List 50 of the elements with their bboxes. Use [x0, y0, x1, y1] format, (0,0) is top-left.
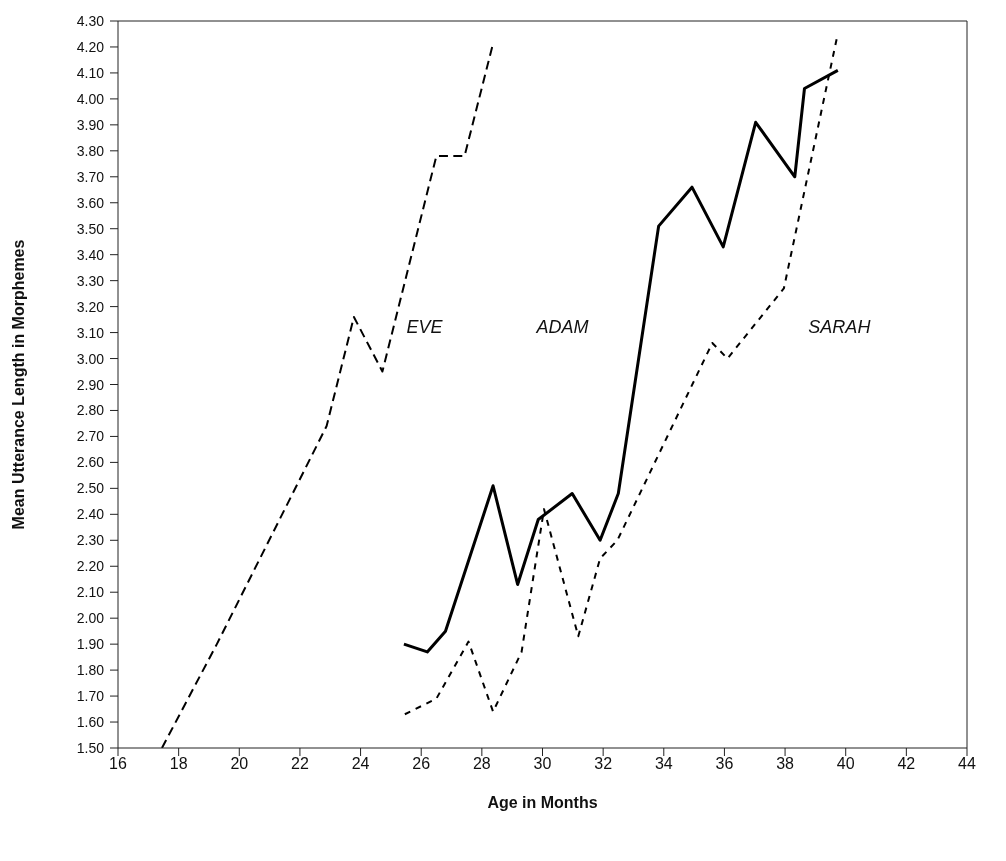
x-tick-label: 42	[897, 755, 916, 773]
x-tick-label: 22	[291, 755, 309, 773]
y-tick-label: 1.70	[76, 688, 105, 705]
y-tick-label: 3.10	[76, 324, 105, 341]
y-axis-title: Mean Utterance Length in Morphemes	[9, 239, 27, 530]
y-tick-label: 3.90	[76, 116, 105, 133]
y-tick-label: 3.20	[76, 298, 105, 315]
x-tick-label: 24	[351, 755, 370, 773]
y-tick-label: 2.80	[76, 402, 105, 419]
y-tick-label: 3.70	[76, 168, 105, 185]
x-tick-label: 16	[109, 755, 127, 773]
x-tick-label: 40	[836, 755, 855, 773]
x-tick-label: 38	[776, 755, 795, 773]
x-tick-label: 26	[412, 755, 431, 773]
x-tick-label: 20	[230, 755, 249, 773]
y-tick-label: 4.20	[76, 38, 105, 55]
line-series	[160, 45, 494, 748]
x-tick-label: 44	[958, 755, 976, 773]
y-tick-label: 3.40	[76, 246, 105, 263]
y-tick-label: 3.30	[76, 272, 105, 289]
x-axis-title: Age in Months	[487, 794, 598, 811]
y-tick-label: 2.10	[76, 584, 105, 601]
y-tick-label: 2.40	[76, 506, 105, 523]
y-tick-label: 2.20	[76, 558, 105, 575]
y-tick-label: 3.60	[76, 194, 105, 211]
y-tick-label: 4.10	[76, 64, 105, 81]
y-tick-label: 1.50	[76, 740, 105, 756]
text: ADAM	[535, 316, 589, 337]
y-tick-label: 2.30	[76, 532, 105, 549]
y-tick-label: 4.00	[76, 90, 105, 107]
x-tick-label: 32	[594, 755, 613, 773]
x-tick-label: 34	[654, 755, 673, 773]
series-label: EVE	[406, 316, 444, 337]
y-tick-label: 2.50	[76, 480, 105, 497]
text: SARAH	[808, 316, 872, 337]
y-tick-label: 3.80	[76, 142, 105, 159]
y-tick-label: 2.90	[76, 376, 105, 393]
y-tick-label: 3.00	[76, 350, 105, 367]
x-tick-label: 36	[715, 755, 734, 773]
y-tick-label: 2.60	[76, 454, 105, 471]
y-tick-label: 2.00	[76, 610, 105, 627]
x-tick-label: 18	[169, 755, 188, 773]
y-tick-label: 3.50	[76, 220, 105, 237]
x-tick-label: 30	[533, 755, 552, 773]
y-tick-label: 1.90	[76, 636, 105, 653]
y-tick-label: 1.60	[76, 714, 105, 731]
y-tick-label: 4.30	[76, 13, 105, 29]
y-tick-label: 1.80	[76, 662, 105, 679]
y-tick-label: 2.70	[76, 428, 105, 445]
x-tick-label: 28	[472, 755, 491, 773]
